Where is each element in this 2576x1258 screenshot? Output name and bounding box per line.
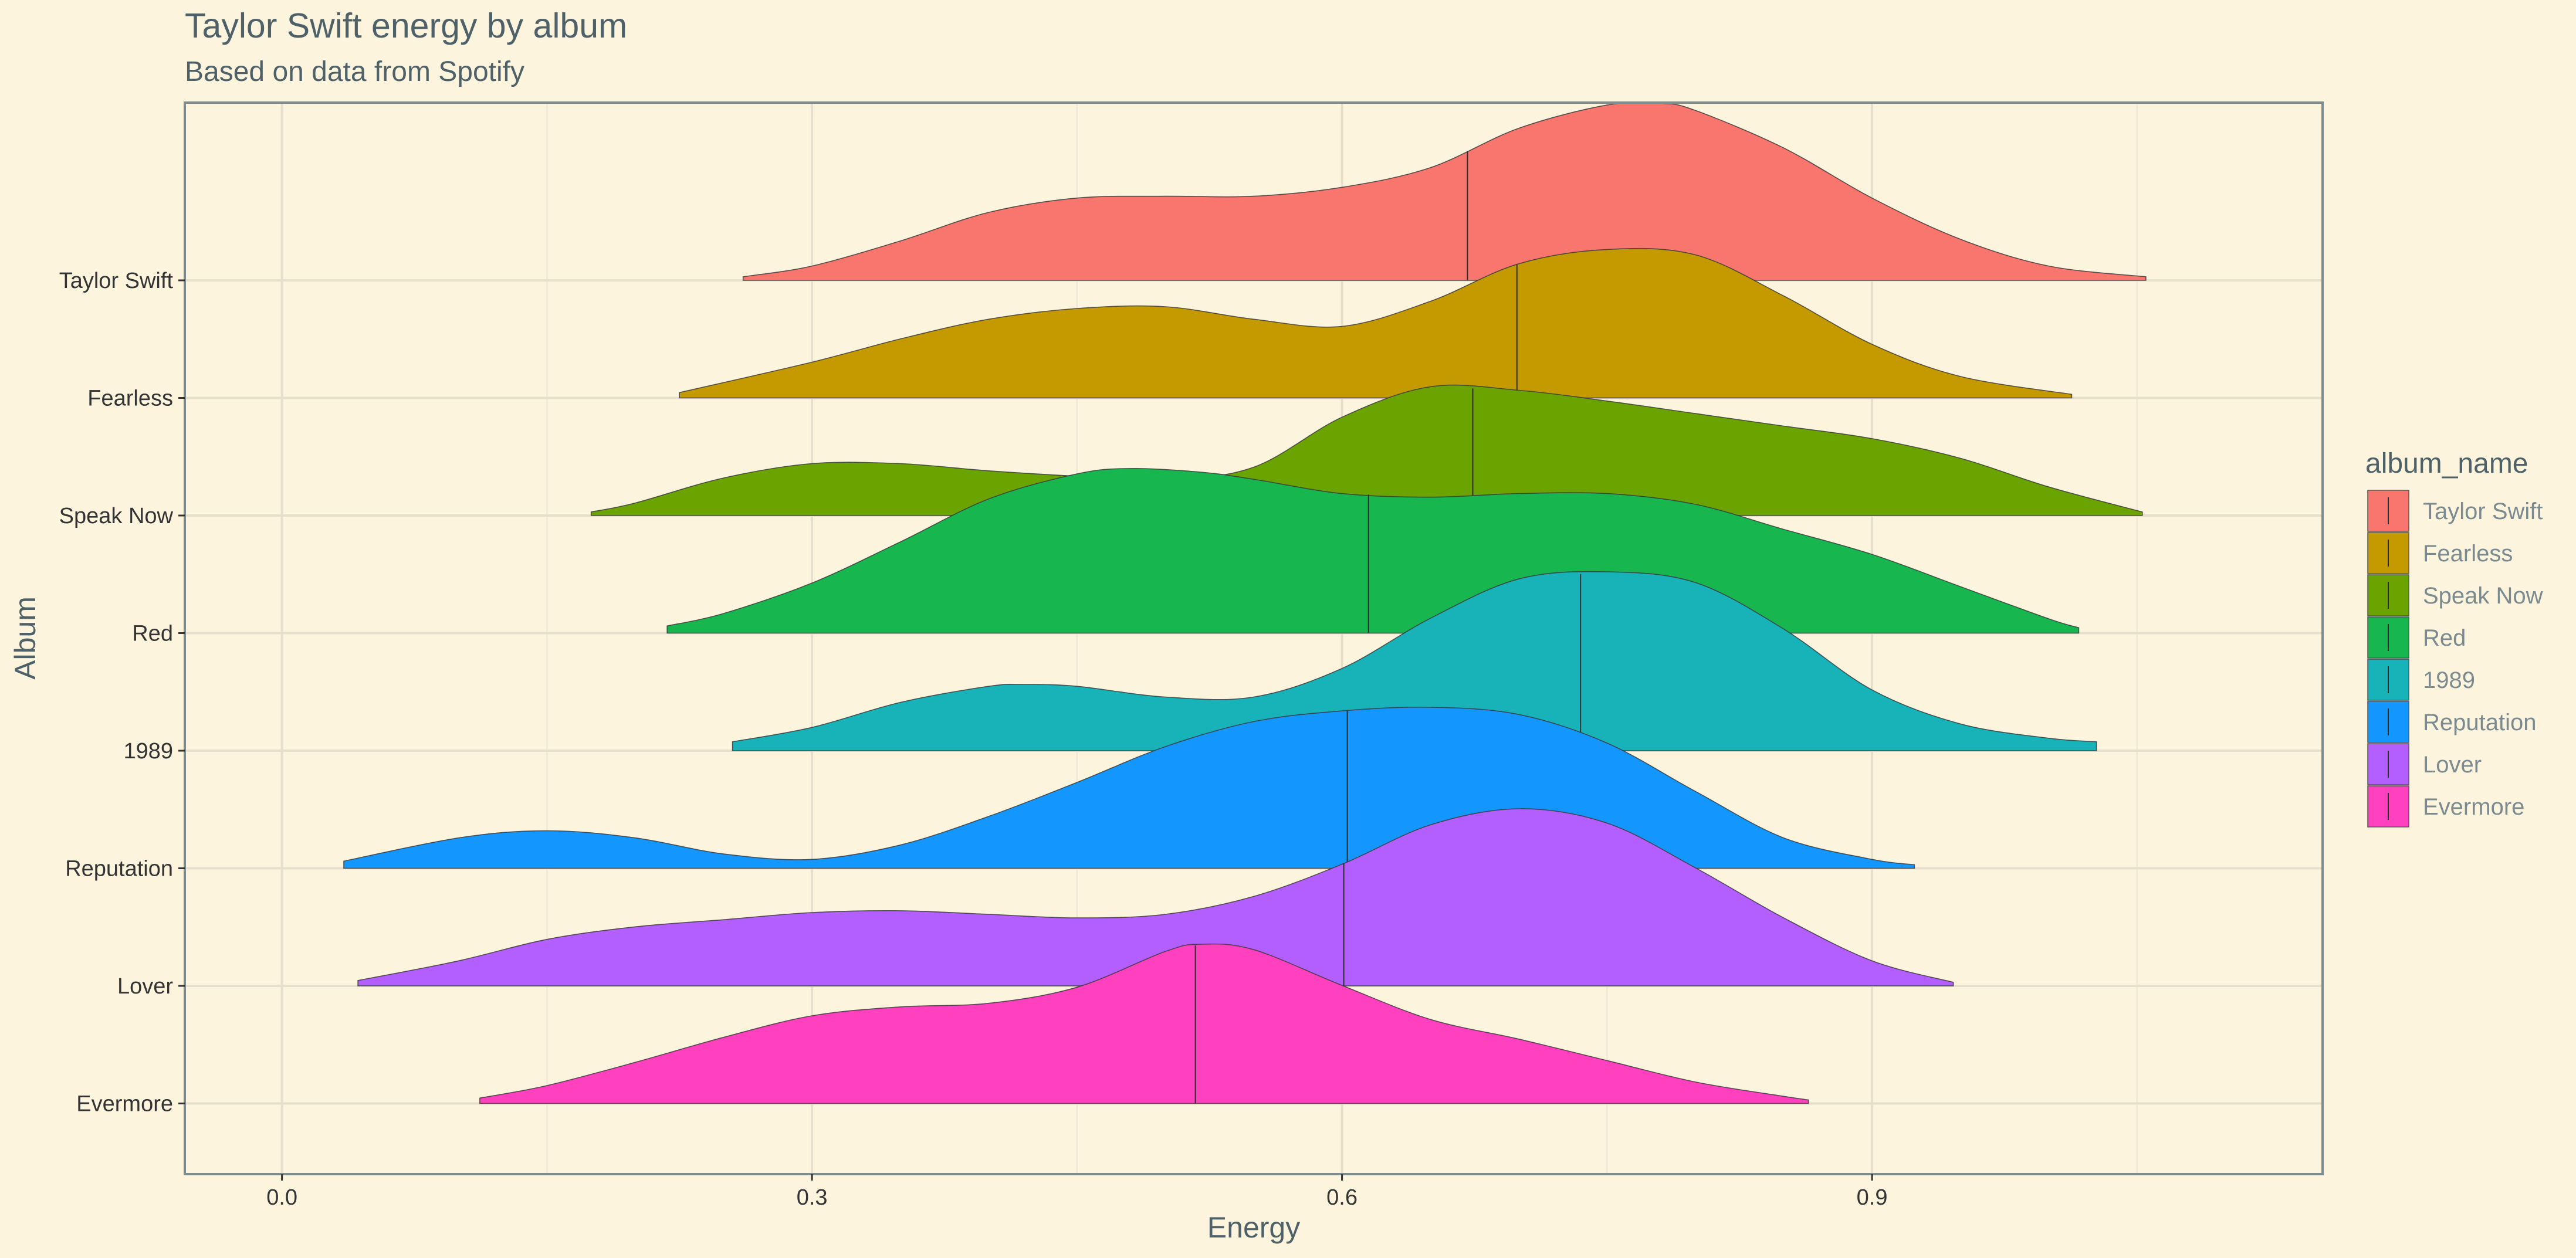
legend-item: Red bbox=[2367, 616, 2466, 659]
legend-label: Lover bbox=[2423, 752, 2482, 778]
ridge-evermore bbox=[479, 943, 1809, 1104]
legend-item: 1989 bbox=[2367, 659, 2475, 701]
legend-item: Taylor Swift bbox=[2367, 490, 2543, 532]
legend-title: album_name bbox=[2365, 448, 2528, 479]
legend-label: Speak Now bbox=[2423, 583, 2543, 609]
ridge-1989 bbox=[732, 571, 2097, 751]
x-tick-label: 0.6 bbox=[1326, 1185, 1358, 1210]
plot-panel-border bbox=[184, 101, 2324, 1175]
legend-item: Speak Now bbox=[2367, 574, 2543, 616]
legend-label: Fearless bbox=[2423, 541, 2513, 567]
y-tick-label: Taylor Swift bbox=[59, 269, 174, 293]
y-axis: Taylor Swift Fearless Speak Now Red 1989 Repu… bbox=[59, 269, 185, 1117]
density-area bbox=[732, 571, 2097, 751]
y-tick-label: Red bbox=[132, 622, 173, 646]
ridge-taylor-swift bbox=[742, 101, 2147, 281]
legend-label: Taylor Swift bbox=[2423, 499, 2543, 524]
ridge-speak-now bbox=[590, 384, 2143, 516]
x-axis-title: Energy bbox=[1207, 1211, 1300, 1244]
x-tick-label: 0.9 bbox=[1857, 1185, 1888, 1210]
chart-title: Taylor Swift energy by album bbox=[185, 6, 627, 45]
y-tick-label: Fearless bbox=[87, 386, 173, 411]
chart-subtitle: Based on data from Spotify bbox=[185, 56, 524, 87]
legend-item: Lover bbox=[2367, 743, 2482, 785]
legend-label: Reputation bbox=[2423, 710, 2536, 735]
legend-item: Fearless bbox=[2367, 532, 2513, 574]
density-area bbox=[666, 468, 2080, 634]
y-tick-label: Lover bbox=[117, 974, 173, 999]
x-tick-label: 0.0 bbox=[266, 1185, 297, 1210]
y-axis-title: Album bbox=[9, 596, 42, 680]
legend-label: 1989 bbox=[2423, 667, 2475, 693]
x-tick-label: 0.3 bbox=[797, 1185, 828, 1210]
legend-item: Reputation bbox=[2367, 701, 2536, 743]
density-area bbox=[479, 943, 1809, 1104]
y-tick-label: Reputation bbox=[65, 857, 173, 881]
legend-key bbox=[2367, 659, 2409, 701]
density-area bbox=[590, 384, 2143, 516]
legend-item: Evermore bbox=[2367, 785, 2524, 828]
y-tick-label: Speak Now bbox=[59, 504, 174, 528]
density-ridges bbox=[343, 101, 2147, 1104]
legend: album_name Taylor Swift Fearless Speak Now… bbox=[2365, 448, 2543, 828]
density-area bbox=[679, 247, 2073, 399]
density-area bbox=[357, 808, 1954, 986]
x-axis: 0.0 0.3 0.6 0.9 bbox=[266, 1174, 1887, 1210]
y-tick-label: 1989 bbox=[123, 739, 173, 764]
y-tick-label: Evermore bbox=[76, 1092, 173, 1117]
density-area bbox=[742, 101, 2147, 281]
legend-label: Evermore bbox=[2423, 794, 2524, 820]
ridge-fearless bbox=[679, 247, 2073, 399]
ridge-red bbox=[666, 468, 2080, 634]
legend-label: Red bbox=[2423, 625, 2466, 651]
ridge-lover bbox=[357, 808, 1954, 986]
